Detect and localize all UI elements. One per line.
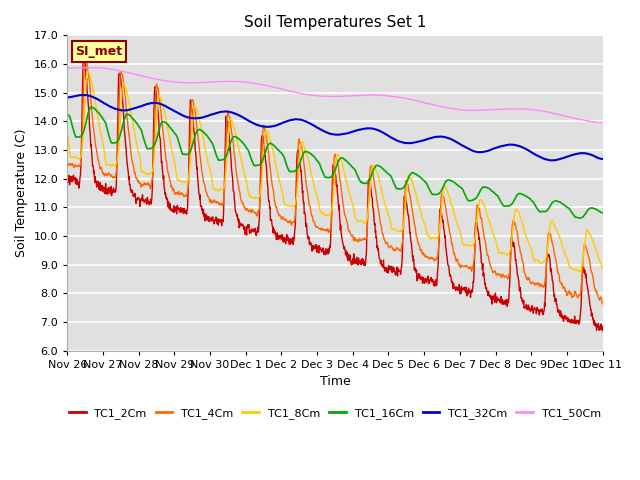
TC1_4Cm: [536, 283, 543, 289]
Y-axis label: Soil Temperature (C): Soil Temperature (C): [15, 129, 28, 257]
TC1_50Cm: [63, 65, 71, 71]
TC1_16Cm: [419, 176, 426, 182]
TC1_16Cm: [170, 130, 177, 135]
TC1_8Cm: [84, 69, 92, 74]
TC1_16Cm: [63, 112, 71, 118]
TC1_50Cm: [488, 107, 496, 113]
Line: TC1_50Cm: TC1_50Cm: [67, 68, 602, 122]
TC1_8Cm: [575, 269, 583, 275]
Line: TC1_4Cm: TC1_4Cm: [67, 56, 602, 304]
TC1_32Cm: [243, 117, 250, 122]
Text: SI_met: SI_met: [76, 45, 122, 58]
Line: TC1_2Cm: TC1_2Cm: [67, 55, 602, 331]
TC1_50Cm: [419, 99, 426, 105]
TC1_16Cm: [243, 145, 250, 151]
TC1_32Cm: [170, 108, 177, 113]
TC1_50Cm: [89, 65, 97, 71]
TC1_8Cm: [183, 179, 191, 185]
TC1_50Cm: [243, 79, 250, 85]
TC1_16Cm: [488, 189, 496, 194]
Legend: TC1_2Cm, TC1_4Cm, TC1_8Cm, TC1_16Cm, TC1_32Cm, TC1_50Cm: TC1_2Cm, TC1_4Cm, TC1_8Cm, TC1_16Cm, TC1…: [65, 404, 605, 423]
TC1_4Cm: [170, 187, 177, 192]
TC1_8Cm: [63, 133, 71, 139]
TC1_16Cm: [576, 215, 584, 221]
TC1_16Cm: [88, 104, 95, 110]
TC1_4Cm: [598, 301, 606, 307]
TC1_32Cm: [419, 138, 426, 144]
TC1_32Cm: [549, 157, 557, 163]
TC1_50Cm: [536, 108, 543, 113]
Line: TC1_16Cm: TC1_16Cm: [67, 107, 602, 218]
TC1_2Cm: [488, 301, 496, 307]
TC1_16Cm: [183, 152, 191, 157]
TC1_8Cm: [243, 178, 250, 184]
TC1_16Cm: [536, 209, 543, 215]
TC1_8Cm: [598, 265, 606, 271]
TC1_4Cm: [243, 206, 250, 212]
TC1_2Cm: [81, 52, 88, 58]
X-axis label: Time: Time: [319, 375, 350, 388]
TC1_32Cm: [63, 95, 71, 100]
Line: TC1_8Cm: TC1_8Cm: [67, 72, 602, 272]
TC1_8Cm: [536, 260, 543, 265]
TC1_8Cm: [170, 156, 177, 161]
TC1_4Cm: [183, 192, 191, 198]
TC1_2Cm: [183, 211, 191, 217]
Title: Soil Temperatures Set 1: Soil Temperatures Set 1: [244, 15, 426, 30]
TC1_8Cm: [488, 227, 496, 233]
TC1_2Cm: [170, 209, 177, 215]
TC1_32Cm: [488, 146, 496, 152]
TC1_4Cm: [419, 251, 426, 256]
TC1_2Cm: [536, 312, 543, 318]
TC1_50Cm: [183, 80, 191, 86]
TC1_50Cm: [170, 79, 177, 85]
Line: TC1_32Cm: TC1_32Cm: [67, 95, 602, 160]
TC1_32Cm: [183, 114, 191, 120]
TC1_2Cm: [598, 328, 606, 334]
TC1_8Cm: [419, 215, 426, 221]
TC1_50Cm: [598, 120, 606, 125]
TC1_32Cm: [536, 154, 543, 159]
TC1_4Cm: [488, 266, 496, 272]
TC1_16Cm: [598, 210, 606, 216]
TC1_2Cm: [63, 178, 71, 184]
TC1_4Cm: [63, 164, 71, 169]
TC1_2Cm: [419, 275, 426, 281]
TC1_32Cm: [80, 92, 88, 98]
TC1_4Cm: [81, 53, 89, 59]
TC1_32Cm: [598, 156, 606, 162]
TC1_2Cm: [243, 232, 250, 238]
